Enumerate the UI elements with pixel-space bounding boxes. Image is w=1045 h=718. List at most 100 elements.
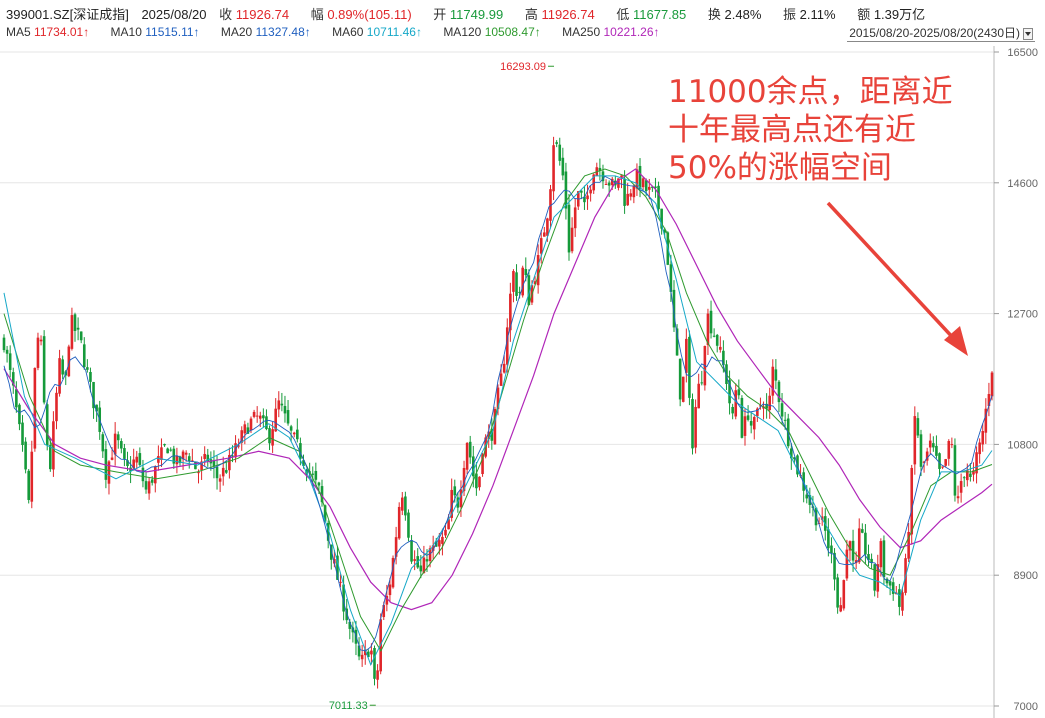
candle-body [731,406,734,414]
annotation-line-1: 11000余点，距离近 [668,74,953,110]
candle-body [657,185,660,210]
candle-body [265,416,268,430]
quote-summary: 399001.SZ[深证成指] 2025/08/20 收 11926.74 幅 … [6,4,943,23]
candle-body [709,310,713,334]
candle-body [89,371,92,382]
candle-body [549,189,552,221]
low-label: 低 [616,7,630,22]
ma60-line [3,175,993,666]
candle-body [944,459,947,466]
candle-body [533,281,537,285]
candle-body [18,404,21,425]
candle-body [21,422,24,446]
candle-body [345,608,349,621]
candle-body [706,313,710,346]
candle-body [925,451,929,461]
candle-body [255,415,259,417]
candle-body [252,411,256,417]
turnover-label: 换 [707,7,721,22]
candle-body [382,605,386,618]
candle-body [496,387,500,410]
ma120-label: MA120 [443,25,482,39]
candle-body [771,366,775,396]
candle-body [564,171,568,209]
candle-body [385,595,389,605]
candle-body [663,229,667,233]
candle-body [70,315,74,349]
candle-body [166,448,169,454]
candle-body [422,557,426,574]
candle-body [428,548,432,562]
candle-body [268,428,271,444]
candle-body [262,415,265,419]
candle-body [30,451,34,502]
candle-body [82,344,86,368]
candle-body [928,440,932,448]
candle-body [367,651,370,658]
candle-body [475,473,478,489]
candle-body [317,482,321,486]
date-range-label: 2015/08/20-2025/08/20(2430日) [849,26,1020,40]
candle-body [561,157,565,176]
candle-body [425,559,429,562]
candle-body [518,291,521,293]
candle-body [394,537,398,557]
candle-body [178,456,182,464]
candle-body [86,367,89,370]
candle-body [191,460,194,462]
candle-body [654,186,657,189]
candle-body [546,218,549,236]
candle-body [570,227,574,252]
candle-body [444,529,447,536]
candle-body [882,540,886,578]
candle-body [604,183,608,185]
candle-body [975,452,978,474]
candle-body [697,383,700,409]
close-value: 11926.74 [235,7,290,22]
candle-body [626,193,629,206]
candle-body [678,358,682,400]
annotation-line-3: 50%的涨幅空间 [668,150,892,186]
candle-body [388,584,392,596]
candle-body [592,174,596,191]
candle-body [231,455,234,457]
candle-body [947,440,951,459]
candle-body [135,456,139,463]
candle-body [502,363,506,373]
amount-label: 额 [857,7,871,22]
candle-body [110,457,114,460]
candle-body [527,275,531,306]
quote-date: 2025/08/20 [141,7,207,22]
candle-body [867,554,870,561]
candle-body [49,445,52,470]
candle-body [950,444,954,446]
candle-body [870,558,873,563]
price-axis: 7000 8900 10800 12700 14600 16500 [993,46,1038,718]
candle-body [407,512,410,538]
ma250-value: 10221.26↑ [603,25,660,39]
candle-body [286,410,290,424]
candle-body [132,459,135,469]
min-price-label: 7011.33 [329,700,368,712]
candle-body [555,142,558,144]
candle-body [27,470,30,500]
candle-body [700,382,704,384]
candle-body [851,540,855,561]
ma5-label: MA5 [6,25,31,39]
candle-body [833,552,836,580]
candle-body [413,559,416,561]
candle-body [669,264,673,292]
arrow-shaft [826,201,958,343]
date-range-selector[interactable]: 2015/08/20-2025/08/20(2430日) [847,24,1035,42]
candle-body [228,454,231,471]
candle-body [465,442,469,470]
candle-body [296,429,299,440]
candle-body [490,428,494,441]
candle-body [737,389,741,396]
candle-body [169,449,173,451]
candle-body [147,481,151,494]
annotation-callout: 11000余点，距离近 十年最高点还有近 50%的涨幅空间 [668,74,968,356]
candle-body [376,670,379,680]
candle-body [919,434,923,467]
